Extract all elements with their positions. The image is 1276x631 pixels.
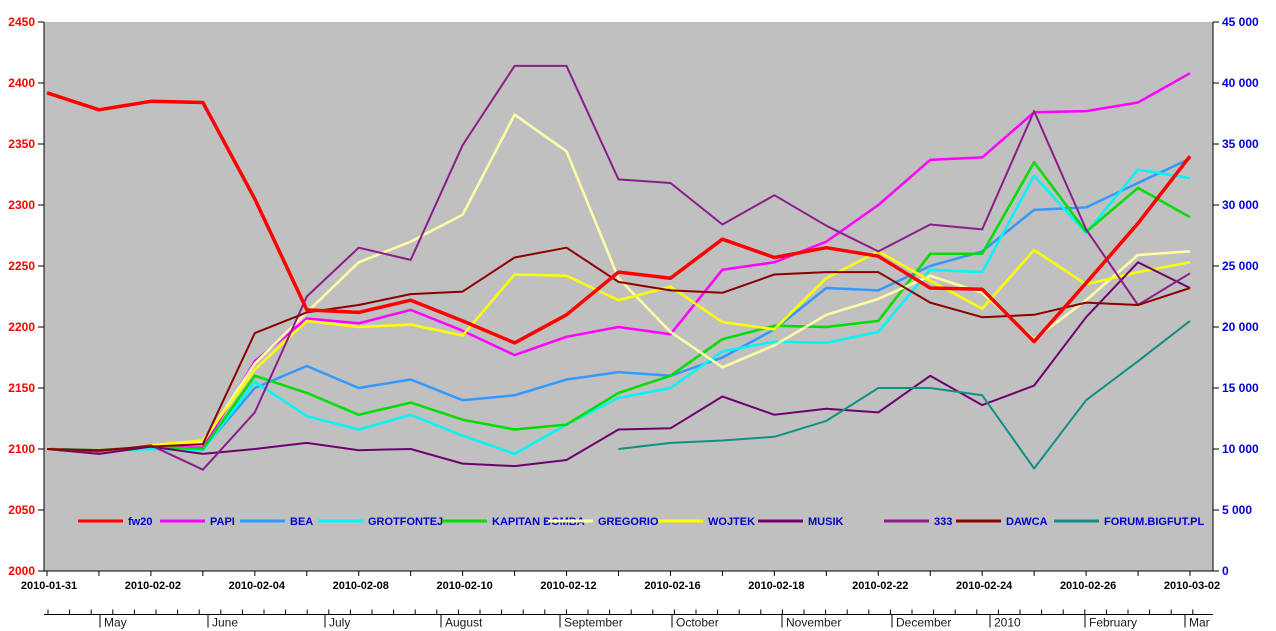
- legend-label: BEA: [290, 516, 313, 528]
- svg-text:2150: 2150: [8, 381, 35, 395]
- svg-text:July: July: [329, 616, 350, 630]
- svg-text:2300: 2300: [8, 198, 35, 212]
- month-overview-axis: May June July August September October Novembe…: [44, 609, 1213, 630]
- legend-item-333: 333: [884, 516, 952, 528]
- svg-text:2010-02-16: 2010-02-16: [644, 580, 700, 592]
- legend-item-papi: PAPI: [160, 516, 235, 528]
- svg-text:35 000: 35 000: [1222, 137, 1259, 151]
- axis-frame: [43, 22, 1214, 572]
- svg-text:February: February: [1089, 616, 1137, 630]
- legend-label: MUSIK: [808, 516, 844, 528]
- legend-label: FORUM.BIGFUT.PL: [1104, 516, 1204, 528]
- legend: fw20 PAPI BEA GROTFONTEJ KAPITAN BOMBA GREGOR…: [78, 516, 1204, 528]
- svg-text:2200: 2200: [8, 320, 35, 334]
- series-kapitan-bomba: [46, 161, 1191, 452]
- legend-item-wojtek: WOJTEK: [658, 516, 755, 528]
- right-axis: 0 5 000 10 000 15 000 20 000 25 000 30 000 35 0…: [1213, 15, 1259, 578]
- series-forum-bigfut-pl: [618, 320, 1191, 470]
- series-wojtek: [46, 248, 1191, 453]
- legend-label: 333: [934, 516, 952, 528]
- svg-text:December: December: [896, 616, 951, 630]
- series-musik: [46, 261, 1191, 468]
- legend-label: PAPI: [210, 516, 235, 528]
- svg-text:2010-02-22: 2010-02-22: [852, 580, 908, 592]
- svg-text:2100: 2100: [8, 442, 35, 456]
- legend-label: WOJTEK: [708, 516, 755, 528]
- svg-text:5 000: 5 000: [1222, 503, 1252, 517]
- svg-text:October: October: [676, 616, 719, 630]
- svg-text:2010-02-08: 2010-02-08: [333, 580, 389, 592]
- svg-text:2010-02-12: 2010-02-12: [540, 580, 596, 592]
- series-grotfontej: [46, 168, 1191, 456]
- svg-text:2010-01-31: 2010-01-31: [21, 580, 77, 592]
- svg-text:June: June: [212, 616, 238, 630]
- svg-text:30 000: 30 000: [1222, 198, 1259, 212]
- legend-label: fw20: [128, 516, 152, 528]
- svg-text:2450: 2450: [8, 15, 35, 29]
- svg-text:2010-02-10: 2010-02-10: [436, 580, 492, 592]
- svg-text:Mar: Mar: [1189, 616, 1210, 630]
- legend-item-kapitan-bomba: KAPITAN BOMBA: [442, 516, 585, 528]
- svg-text:25 000: 25 000: [1222, 259, 1259, 273]
- legend-label: KAPITAN BOMBA: [492, 516, 585, 528]
- svg-text:2010-03-02: 2010-03-02: [1164, 580, 1220, 592]
- svg-text:2010-02-26: 2010-02-26: [1060, 580, 1116, 592]
- svg-text:November: November: [786, 616, 841, 630]
- svg-text:2400: 2400: [8, 76, 35, 90]
- legend-item-gregorio: GREGORIO: [548, 516, 659, 528]
- price-chart: 2000 2050 2100 2150 2200 2250 2300 2350 2400 2450…: [8, 15, 1259, 592]
- left-axis: 2000 2050 2100 2150 2200 2250 2300 2350 2400 2450: [8, 15, 44, 578]
- series-fw20: [46, 91, 1192, 345]
- legend-item-fw20: fw20: [78, 516, 152, 528]
- legend-item-forum-bigfut-pl: FORUM.BIGFUT.PL: [1054, 516, 1204, 528]
- svg-text:2010: 2010: [994, 616, 1021, 630]
- svg-text:45 000: 45 000: [1222, 15, 1259, 29]
- svg-text:September: September: [564, 616, 623, 630]
- svg-text:2010-02-02: 2010-02-02: [125, 580, 181, 592]
- legend-item-musik: MUSIK: [758, 516, 844, 528]
- svg-text:40 000: 40 000: [1222, 76, 1259, 90]
- svg-text:10 000: 10 000: [1222, 442, 1259, 456]
- svg-text:2050: 2050: [8, 503, 35, 517]
- legend-item-bea: BEA: [240, 516, 313, 528]
- svg-text:May: May: [104, 616, 127, 630]
- svg-text:2010-02-24: 2010-02-24: [956, 580, 1013, 592]
- svg-text:2010-02-04: 2010-02-04: [229, 580, 286, 592]
- month-labels: May June July August September October Novembe…: [99, 614, 1210, 630]
- svg-text:2250: 2250: [8, 259, 35, 273]
- legend-label: GREGORIO: [598, 516, 659, 528]
- svg-text:2010-02-18: 2010-02-18: [748, 580, 804, 592]
- month-minor-ticks: [47, 609, 1194, 615]
- legend-item-grotfontej: GROTFONTEJ: [318, 516, 443, 528]
- svg-text:2350: 2350: [8, 137, 35, 151]
- svg-text:20 000: 20 000: [1222, 320, 1259, 334]
- legend-label: GROTFONTEJ: [368, 516, 443, 528]
- svg-text:0: 0: [1222, 564, 1229, 578]
- svg-text:2000: 2000: [8, 564, 35, 578]
- svg-text:August: August: [445, 616, 483, 630]
- legend-label: DAWCA: [1006, 516, 1048, 528]
- date-axis: 2010-01-31 2010-02-02 2010-02-04 2010-02-08…: [21, 571, 1220, 592]
- legend-item-dawca: DAWCA: [956, 516, 1048, 528]
- series-333: [46, 64, 1191, 471]
- series-dawca: [46, 246, 1191, 452]
- svg-text:15 000: 15 000: [1222, 381, 1259, 395]
